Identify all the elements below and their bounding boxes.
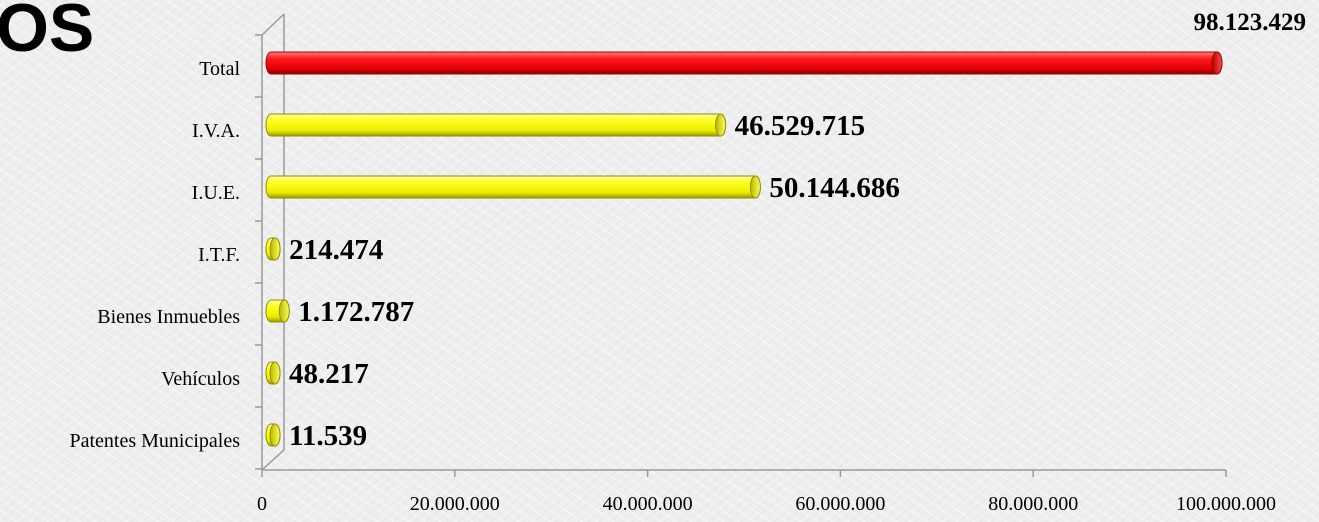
x-tick-label: 60.000.000 — [795, 493, 885, 515]
category-label: Vehículos — [161, 368, 240, 390]
bar-i-u-e — [265, 175, 761, 199]
x-tick-label: 0 — [257, 493, 267, 515]
category-label: I.T.F. — [198, 244, 240, 266]
x-tick-label: 40.000.000 — [603, 493, 693, 515]
category-label: Bienes Inmuebles — [97, 306, 240, 328]
value-label-i-u-e: 50.144.686 — [769, 172, 900, 204]
bar-bienes-inmuebles — [265, 299, 290, 323]
bar-i-v-a — [265, 113, 727, 137]
category-labels: Total I.V.A. I.U.E. I.T.F. Bienes Inmuebles V… — [69, 58, 240, 452]
category-axis-ticks — [255, 34, 262, 470]
value-label-total: 98.123.429 — [1194, 9, 1307, 36]
category-label: Total — [199, 58, 240, 80]
bar-i-t-f — [265, 237, 281, 261]
page-heading-fragment: OS — [0, 0, 95, 66]
bar-total — [265, 51, 1223, 75]
value-label-patentes-municipales: 11.539 — [289, 420, 367, 452]
category-label: I.V.A. — [192, 120, 240, 142]
value-label-i-v-a: 46.529.715 — [735, 110, 866, 142]
bar-vehiculos — [265, 361, 281, 385]
value-axis-labels: 0 20.000.000 40.000.000 60.000.000 80.000.00… — [257, 493, 1276, 515]
bars-group — [265, 51, 1223, 447]
value-label-i-t-f: 214.474 — [289, 234, 383, 266]
value-axis-ticks — [261, 470, 1227, 477]
x-tick-label: 100.000.000 — [1176, 493, 1276, 515]
x-tick-label: 80.000.000 — [988, 493, 1078, 515]
x-tick-label: 20.000.000 — [410, 493, 500, 515]
axis-frame — [261, 13, 1226, 471]
bar-patentes-municipales — [265, 423, 281, 447]
value-label-bienes-inmuebles: 1.172.787 — [298, 296, 414, 328]
value-label-vehiculos: 48.217 — [289, 358, 369, 390]
value-labels: 98.123.429 46.529.715 50.144.686 214.474 1.1… — [289, 9, 1306, 452]
category-label: Patentes Municipales — [69, 430, 240, 452]
category-label: I.U.E. — [192, 182, 240, 204]
